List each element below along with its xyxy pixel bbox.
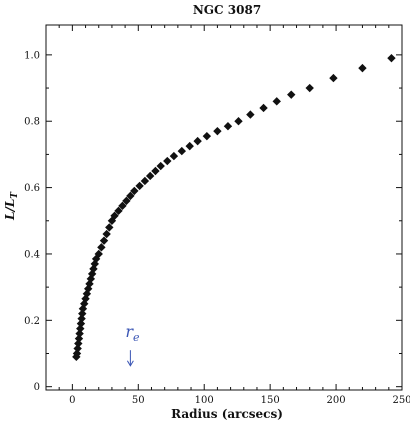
data-point (145, 171, 155, 181)
effective-radius-annotation: re (125, 322, 140, 367)
x-tick-label: 50 (132, 395, 145, 406)
data-point (114, 206, 123, 216)
annotation-label-main: r (125, 322, 134, 341)
data-point (73, 344, 82, 353)
data-point (118, 201, 127, 211)
data-point (246, 110, 255, 119)
data-point (163, 156, 172, 166)
data-point (358, 63, 367, 73)
axis-ticks (46, 25, 403, 390)
y-axis-title-subscript: T (10, 191, 20, 199)
data-point (329, 73, 338, 83)
axis-tick-labels: 0 50 100 150 200 250 0 0.2 0.4 0.6 0.8 1.0 (24, 50, 410, 406)
data-point (74, 339, 83, 348)
y-tick-label: 0 (34, 382, 40, 393)
y-tick-label: 0.4 (24, 249, 40, 260)
data-point (126, 191, 135, 201)
y-axis-title-main: L/L (3, 199, 17, 221)
data-point (259, 103, 268, 113)
data-point (75, 329, 84, 338)
annotation-label: re (125, 322, 140, 344)
annotation-label-subscript: e (133, 331, 140, 344)
y-tick-label: 0.8 (24, 117, 40, 128)
x-axis-title: Radius (arcsecs) (171, 407, 283, 421)
data-point (94, 249, 103, 259)
data-point (77, 314, 86, 323)
data-point (76, 324, 85, 333)
data-point (86, 274, 96, 284)
data-point (213, 126, 222, 136)
data-point (202, 131, 212, 141)
data-point (305, 83, 314, 93)
data-point (102, 229, 111, 239)
y-tick-label: 0.6 (24, 183, 40, 194)
y-axis-title: L/LT (3, 191, 20, 221)
x-tick-label: 150 (261, 395, 280, 406)
data-point (72, 349, 82, 358)
data-point (74, 334, 84, 343)
data-point (177, 146, 187, 156)
data-point (122, 196, 131, 206)
x-tick-label: 200 (327, 395, 346, 406)
data-point (387, 53, 396, 63)
plot-frame (45, 24, 403, 391)
data-point (130, 186, 139, 196)
data-point (234, 117, 243, 126)
data-point (97, 243, 106, 252)
data-point (78, 309, 87, 318)
x-tick-label: 250 (392, 395, 410, 406)
data-point (193, 136, 202, 146)
data-point (169, 151, 179, 161)
data-points (72, 53, 396, 362)
y-tick-label: 0.2 (24, 316, 40, 327)
data-point (287, 90, 296, 99)
data-point (185, 141, 194, 151)
y-tick-label: 1.0 (24, 50, 40, 61)
data-point (272, 97, 281, 106)
data-point (156, 161, 165, 171)
data-point (105, 223, 114, 232)
data-point (99, 236, 109, 245)
data-point (223, 122, 233, 131)
x-tick-label: 100 (195, 395, 214, 406)
data-point (151, 166, 160, 176)
data-point (140, 176, 150, 186)
data-point (110, 211, 119, 220)
annotation-arrow-head (126, 360, 134, 367)
chart-title: NGC 3087 (193, 3, 261, 17)
data-point (135, 181, 144, 191)
x-tick-label: 0 (69, 395, 75, 406)
data-point (76, 319, 86, 328)
